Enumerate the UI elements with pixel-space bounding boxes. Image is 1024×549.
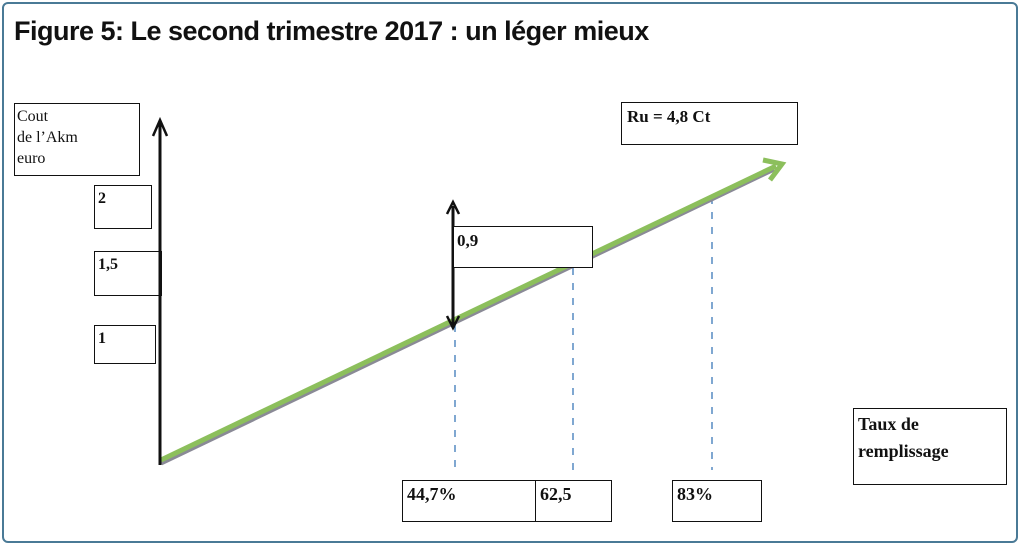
x-tick-44-7: 44,7% bbox=[402, 480, 538, 522]
y-tick-1: 1 bbox=[94, 325, 156, 364]
y-axis-label-line-1: Cout bbox=[17, 108, 49, 125]
delta-arrow-up-icon bbox=[445, 199, 461, 215]
delta-label: 0,9 bbox=[453, 226, 593, 268]
x-axis-label-line-2: remplissage bbox=[858, 441, 949, 461]
x-tick-83: 83% bbox=[672, 480, 762, 522]
y-axis-label-line-3: euro bbox=[17, 150, 46, 167]
x-axis-label: Taux de remplissage bbox=[853, 408, 1007, 485]
y-axis-label: Cout de l’Akm euro bbox=[14, 103, 140, 176]
trend-arrow-head bbox=[762, 157, 787, 182]
delta-arrow-down-icon bbox=[445, 315, 461, 331]
y-tick-2: 2 bbox=[94, 185, 152, 229]
y-axis-label-line-2: de l’Akm bbox=[17, 129, 78, 146]
y-axis-arrow-icon bbox=[151, 116, 169, 137]
x-tick-62-5: 62,5 bbox=[535, 480, 612, 522]
y-tick-1-5: 1,5 bbox=[94, 251, 162, 296]
figure-title: Figure 5: Le second trimestre 2017 : un … bbox=[14, 16, 649, 46]
x-axis-label-line-1: Taux de bbox=[858, 414, 919, 434]
trend-line bbox=[159, 163, 778, 463]
formula-box: Ru = 4,8 Ct bbox=[621, 102, 798, 145]
